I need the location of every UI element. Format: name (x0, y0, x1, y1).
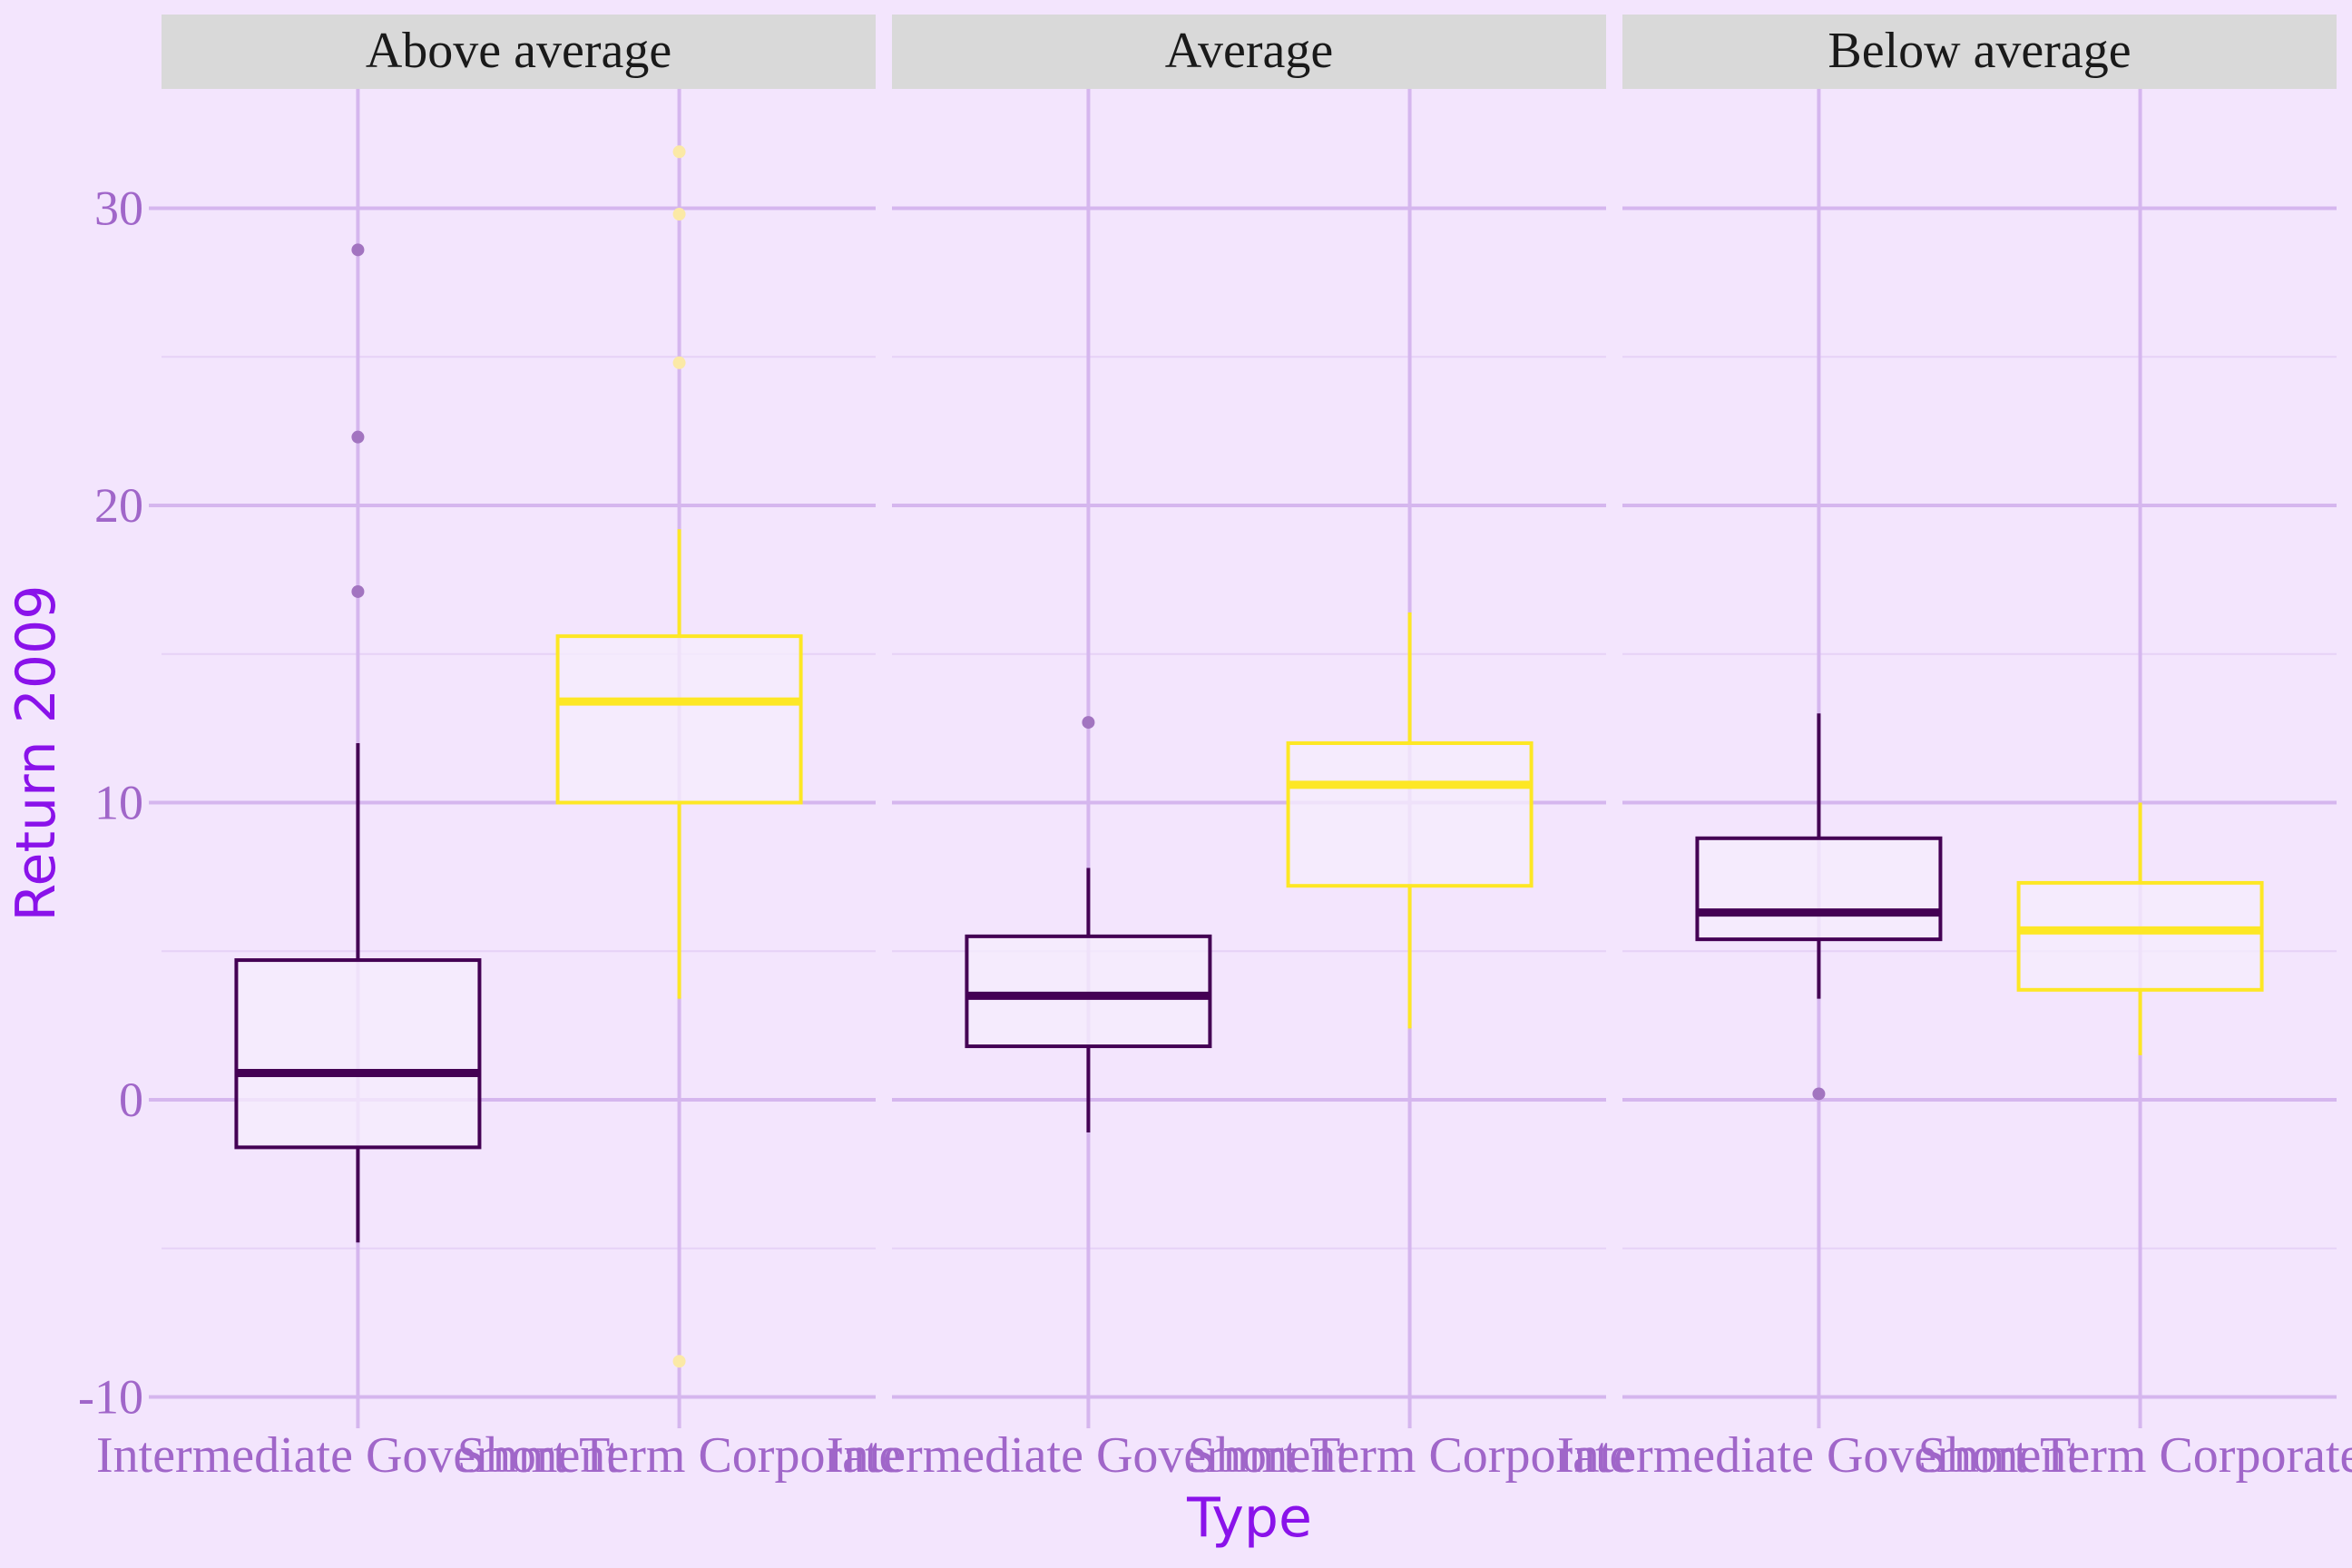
outlier-point (1812, 1087, 1826, 1101)
x-tick-label: Short Term Corporate (457, 1427, 902, 1484)
box-iqr (1695, 836, 1943, 942)
box-short-term-corporate (2016, 802, 2264, 1055)
y-tick-label: 10 (94, 776, 143, 830)
y-axis: -10 0 10 20 30 (78, 181, 162, 1425)
x-axis-title: Type (1186, 1486, 1312, 1550)
box-intermediate-government (234, 243, 482, 1243)
outlier-point (672, 1355, 686, 1368)
x-tick-label: Intermediate Government (1557, 1427, 2081, 1484)
x-tick-label: Short Term Corporate (1918, 1427, 2352, 1484)
box-iqr (2016, 880, 2264, 992)
outlier-point (351, 243, 365, 257)
outlier-point (351, 430, 365, 444)
box-iqr (1286, 741, 1534, 888)
facet-label: Below average (1828, 23, 2131, 79)
outlier-point (351, 584, 365, 598)
box-intermediate-government (965, 716, 1212, 1133)
facet-strip (162, 15, 876, 89)
outlier-point (1082, 716, 1095, 730)
y-tick-label: 20 (94, 478, 143, 533)
y-tick-label: 30 (94, 181, 143, 236)
outlier-point (672, 208, 686, 221)
outlier-point (672, 145, 686, 159)
facet-panel: Above average Intermediate GovernmentShor… (96, 15, 901, 1484)
facet-strip (892, 15, 1606, 89)
box-short-term-corporate (1286, 612, 1534, 1029)
box-iqr (555, 634, 803, 805)
outlier-point (672, 356, 686, 369)
y-tick-label: 0 (119, 1073, 143, 1127)
facet-label: Average (1165, 23, 1334, 79)
box-short-term-corporate (555, 145, 803, 1368)
x-tick-label: Intermediate Government (827, 1427, 1350, 1484)
x-tick-label: Intermediate Government (96, 1427, 620, 1484)
box-iqr (234, 958, 482, 1150)
box-iqr (965, 934, 1212, 1049)
y-tick-label: -10 (78, 1370, 143, 1425)
facet-label: Above average (366, 23, 671, 79)
x-tick-label: Short Term Corporate (1188, 1427, 1632, 1484)
facet-panel: Below average Intermediate GovernmentShor… (1557, 15, 2352, 1484)
facet-strip (1622, 15, 2337, 89)
y-axis-title: Return 2009 (5, 585, 68, 922)
box-intermediate-government (1695, 713, 1943, 1101)
